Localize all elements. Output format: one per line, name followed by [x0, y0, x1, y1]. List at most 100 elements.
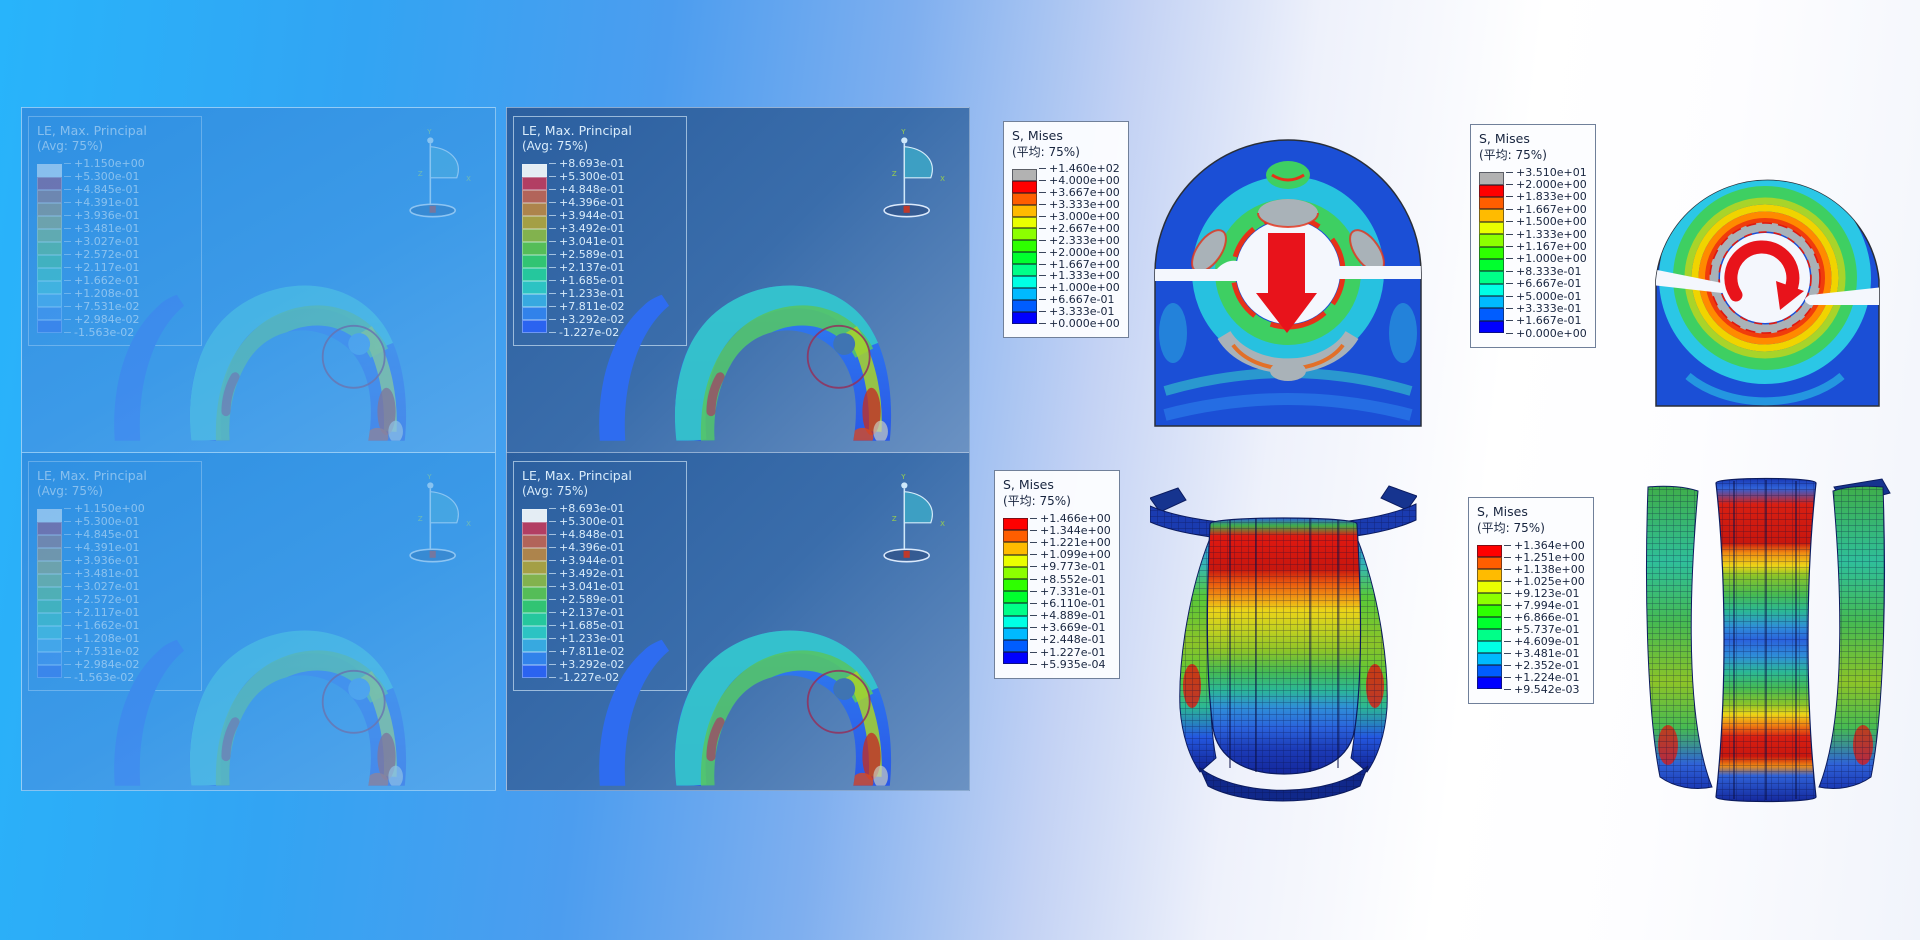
legend-row: +3.936e-01	[62, 554, 145, 567]
legend-row: +1.662e-01	[62, 274, 145, 287]
panel-le-strain-faded-1: LE, Max. Principal (Avg: 75%) +1.150e+00…	[21, 107, 496, 453]
legend-tick	[1506, 208, 1513, 210]
legend-tick	[1039, 192, 1046, 194]
legend-swatch	[522, 306, 547, 320]
legend-tick	[549, 599, 556, 600]
legend-row: +3.669e-01	[1028, 622, 1111, 634]
legend-row: +3.944e-01	[547, 554, 624, 567]
legend-tick	[1506, 320, 1513, 322]
legend-swatch	[37, 228, 62, 242]
legend-value: +3.481e-01	[74, 567, 140, 580]
legend-tick	[1506, 184, 1513, 186]
legend-swatch-column	[1477, 545, 1502, 695]
legend-row: +1.233e-01	[547, 287, 624, 300]
legend-swatch	[522, 254, 547, 268]
legend-tick	[64, 521, 71, 522]
legend-tick	[1030, 663, 1037, 665]
legend-scale: +1.150e+00 +5.300e-01 +4.845e-01 +4.391e-01…	[37, 502, 193, 684]
legend-label-column: +3.510e+01 +2.000e+00 +1.833e+00 +1.667e+00…	[1504, 166, 1587, 339]
legend-value: +1.364e+00	[1514, 538, 1585, 552]
legend-tick	[1504, 544, 1511, 546]
legend-swatch	[37, 664, 62, 678]
legend-scale: +1.150e+00 +5.300e-01 +4.845e-01 +4.391e-01…	[37, 157, 193, 339]
legend-value: +1.227e-01	[1040, 645, 1106, 659]
legend-value: +2.448e-01	[1040, 633, 1106, 647]
legend-swatch-column	[522, 163, 547, 340]
legend-row: +2.117e-01	[62, 261, 145, 274]
legend-swatch	[37, 202, 62, 216]
legend-value: +4.391e-01	[74, 196, 140, 209]
legend-tick	[1039, 251, 1046, 253]
legend-row: +1.000e+00	[1037, 282, 1120, 294]
legend-swatch	[1477, 629, 1502, 641]
legend-value: +4.609e-01	[1514, 634, 1580, 648]
legend-value: -1.563e-02	[74, 326, 135, 339]
legend-row: +2.137e-01	[547, 606, 624, 619]
legend-value: +1.662e-01	[74, 619, 140, 632]
legend-value: +2.589e-01	[559, 593, 625, 606]
legend-tick	[1506, 196, 1513, 198]
legend-swatch	[1477, 665, 1502, 677]
axis-y-label: Y	[426, 128, 432, 136]
legend-tick	[549, 215, 556, 216]
legend-tick	[549, 267, 556, 268]
legend-scale: +8.693e-01 +5.300e-01 +4.848e-01 +4.396e-01…	[522, 502, 678, 684]
legend-subtitle: (平均: 75%)	[1477, 521, 1545, 535]
legend-row: +5.935e-04	[1028, 658, 1111, 670]
legend-row: +1.667e+00	[1037, 258, 1120, 270]
legend-row: +1.025e+00	[1502, 575, 1585, 587]
legend-tick	[549, 176, 556, 177]
legend-value: +8.552e-01	[1040, 572, 1106, 586]
legend-row: +4.848e-01	[547, 528, 624, 541]
panel-content: LE, Max. Principal (Avg: 75%) +1.150e+00…	[22, 453, 495, 790]
legend-swatch	[1003, 591, 1028, 604]
legend-value: +1.167e+00	[1516, 240, 1587, 254]
legend-row: +2.352e-01	[1502, 659, 1585, 671]
legend-s-mises-4: S, Mises (平均: 75%) +1.364e+00 +1.251e+00 +…	[1468, 497, 1594, 704]
legend-tick	[64, 612, 71, 613]
legend-value: +3.333e-01	[1049, 305, 1115, 319]
legend-value: +1.685e-01	[559, 619, 625, 632]
legend-row: +9.542e-03	[1502, 683, 1585, 695]
legend-value: +4.889e-01	[1040, 609, 1106, 623]
legend-tick	[1504, 580, 1511, 582]
legend-value: +4.848e-01	[559, 528, 625, 541]
legend-row: +1.364e+00	[1502, 539, 1585, 551]
legend-swatch	[522, 664, 547, 678]
axis-y-label: Y	[426, 473, 432, 481]
legend-row: +7.531e-02	[62, 645, 145, 658]
legend-value: +1.000e+00	[1049, 281, 1120, 295]
legend-tick	[64, 241, 71, 242]
legend-swatch	[1477, 617, 1502, 629]
legend-row: +6.667e-01	[1037, 294, 1120, 306]
legend-value: +2.117e-01	[74, 261, 140, 274]
legend-title: LE, Max. Principal	[522, 468, 632, 483]
legend-value: +1.667e+00	[1049, 257, 1120, 271]
legend-value: +3.027e-01	[74, 580, 140, 593]
legend-value: +3.292e-02	[559, 313, 625, 326]
legend-swatch	[1012, 264, 1037, 276]
legend-row: +2.572e-01	[62, 593, 145, 606]
legend-swatch	[1479, 258, 1504, 272]
legend-value: +2.137e-01	[559, 606, 625, 619]
legend-row: +7.811e-02	[547, 300, 624, 313]
legend-swatch	[522, 163, 547, 177]
legend-swatch	[1479, 296, 1504, 309]
tank-buckling-plot-1	[1150, 485, 1417, 802]
legend-tick	[1039, 239, 1046, 241]
legend-row: +6.866e-01	[1502, 611, 1585, 623]
legend-le-strain-4: LE, Max. Principal (Avg: 75%) +8.693e-01…	[513, 461, 687, 691]
legend-swatch	[1479, 320, 1504, 334]
legend-subtitle: (Avg: 75%)	[37, 139, 104, 153]
legend-value: +3.333e-01	[1516, 301, 1582, 315]
legend-swatch	[1012, 311, 1037, 324]
legend-le-strain-3: LE, Max. Principal (Avg: 75%) +1.150e+00…	[28, 461, 202, 691]
legend-title: LE, Max. Principal	[522, 123, 632, 138]
legend-row: +4.391e-01	[62, 541, 145, 554]
clamp-section-torsion-plot	[1655, 179, 1880, 407]
legend-tick	[1030, 541, 1037, 543]
legend-swatch	[522, 267, 547, 281]
legend-tick	[64, 560, 71, 561]
legend-s-mises-3: S, Mises (平均: 75%) +1.466e+00 +1.344e+00 +…	[994, 470, 1120, 680]
